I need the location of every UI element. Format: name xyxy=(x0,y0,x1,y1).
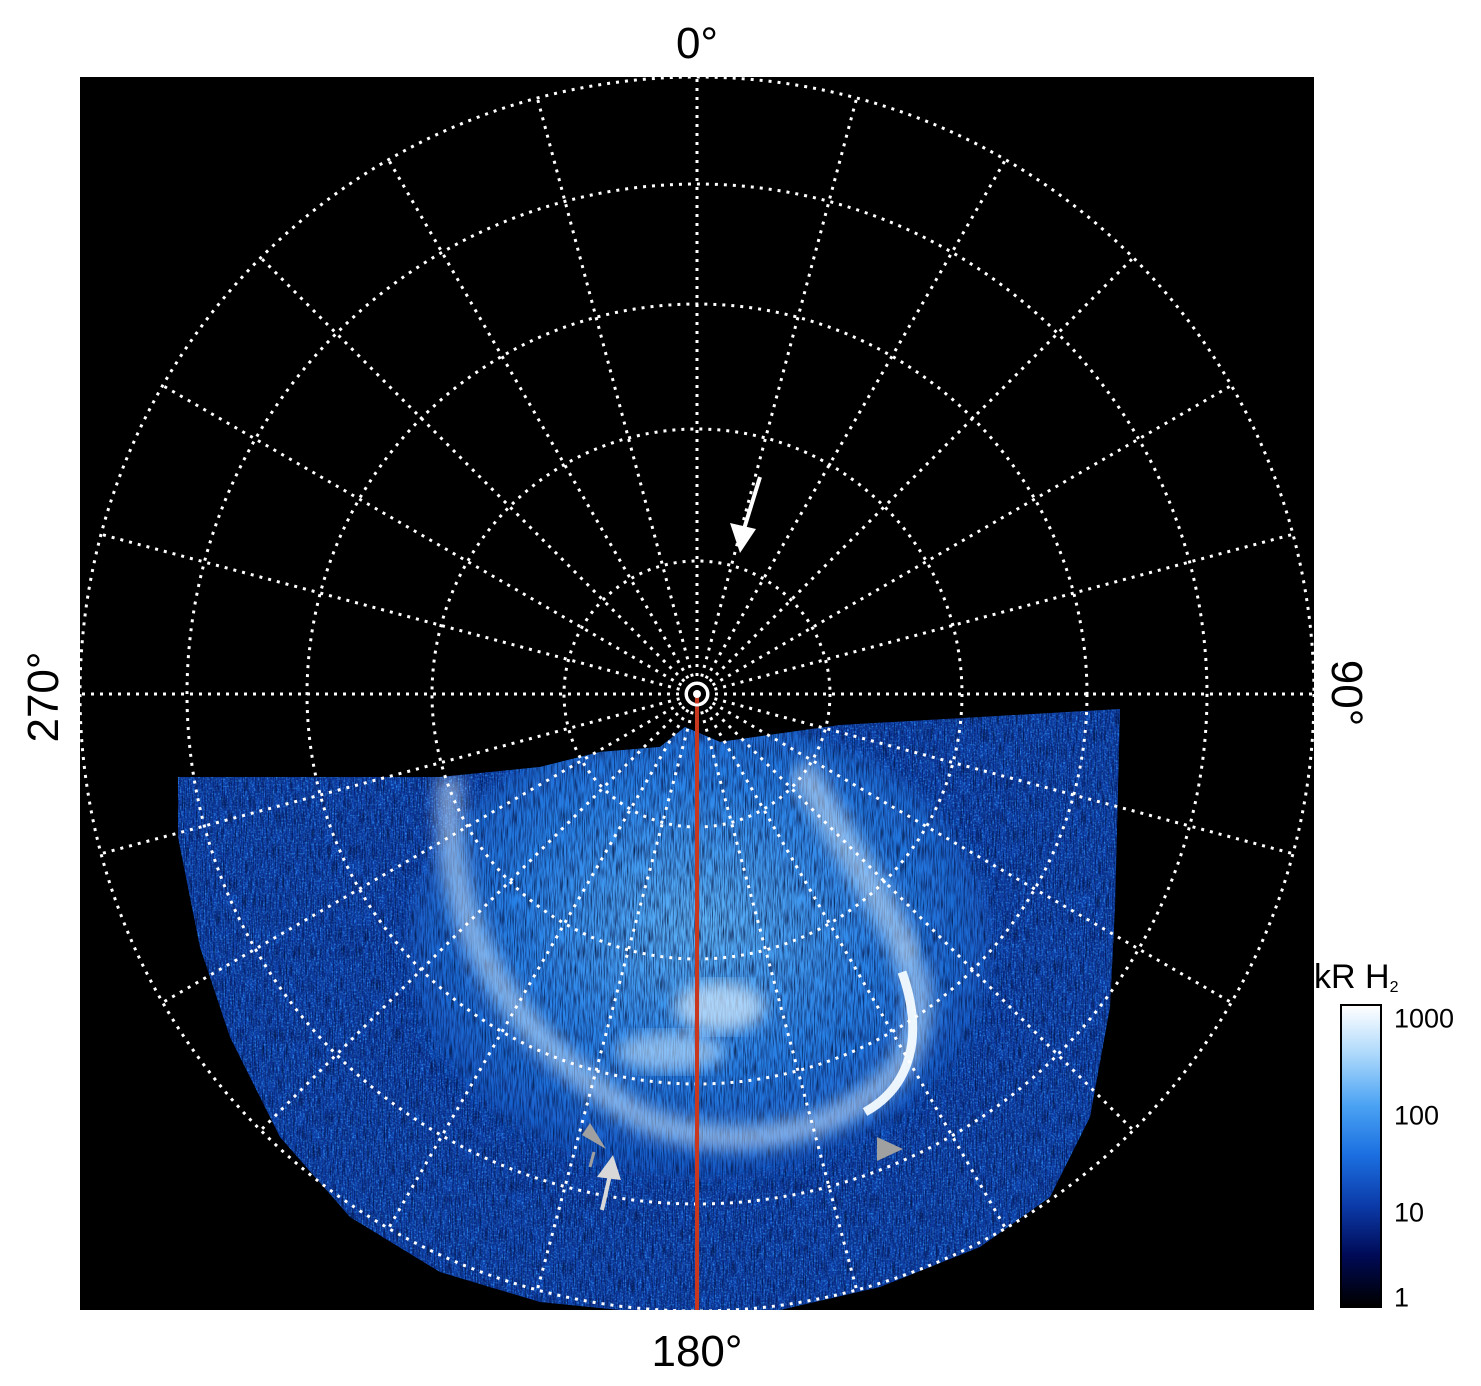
colorbar-tick-label: 10 xyxy=(1394,1197,1425,1228)
longitude-spoke xyxy=(259,692,699,1132)
longitude-spoke xyxy=(695,256,1135,696)
longitude-spoke xyxy=(696,384,1233,696)
longitude-spoke xyxy=(696,692,1233,1004)
colorbar-tick-label: 1000 xyxy=(1394,1003,1455,1034)
longitude-spoke xyxy=(695,693,859,1291)
white-arrow-icon xyxy=(730,476,762,553)
longitude-spoke xyxy=(695,97,859,695)
colorbar xyxy=(1340,1004,1382,1308)
gray-arrow-icon xyxy=(582,1123,606,1168)
longitude-spoke xyxy=(696,692,1294,856)
colorbar-tick-label: 100 xyxy=(1394,1100,1440,1131)
colorbar-tick-label: 1 xyxy=(1394,1282,1410,1313)
longitude-spoke xyxy=(259,256,699,696)
longitude-spoke xyxy=(100,532,698,696)
pole-marker xyxy=(684,681,710,707)
gray-arrow-icon xyxy=(597,1155,621,1211)
longitude-spoke xyxy=(535,693,699,1291)
longitude-label-bottom: 180° xyxy=(651,1327,743,1376)
polar-projection-svg xyxy=(80,77,1314,1310)
longitude-spoke xyxy=(387,693,699,1230)
colorbar-title: kR H2 xyxy=(1314,958,1398,997)
longitude-label-right: 90° xyxy=(1322,659,1371,727)
longitude-spoke xyxy=(696,532,1294,696)
colorbar-title-subscript: 2 xyxy=(1389,979,1399,996)
longitude-spoke xyxy=(100,692,698,856)
longitude-spoke xyxy=(387,158,699,695)
longitude-label-top: 0° xyxy=(675,19,719,68)
gray-arrow-icon xyxy=(877,1137,903,1161)
colorbar-title-main: kR H xyxy=(1314,958,1390,996)
longitude-label-left: 270° xyxy=(19,651,68,743)
polar-projection-image xyxy=(80,77,1314,1310)
longitude-spoke xyxy=(161,384,698,696)
longitude-spoke xyxy=(695,693,1007,1230)
longitude-spoke xyxy=(695,692,1135,1132)
longitude-spoke xyxy=(535,97,699,695)
longitude-spoke xyxy=(161,692,698,1004)
longitude-spoke xyxy=(695,158,1007,695)
